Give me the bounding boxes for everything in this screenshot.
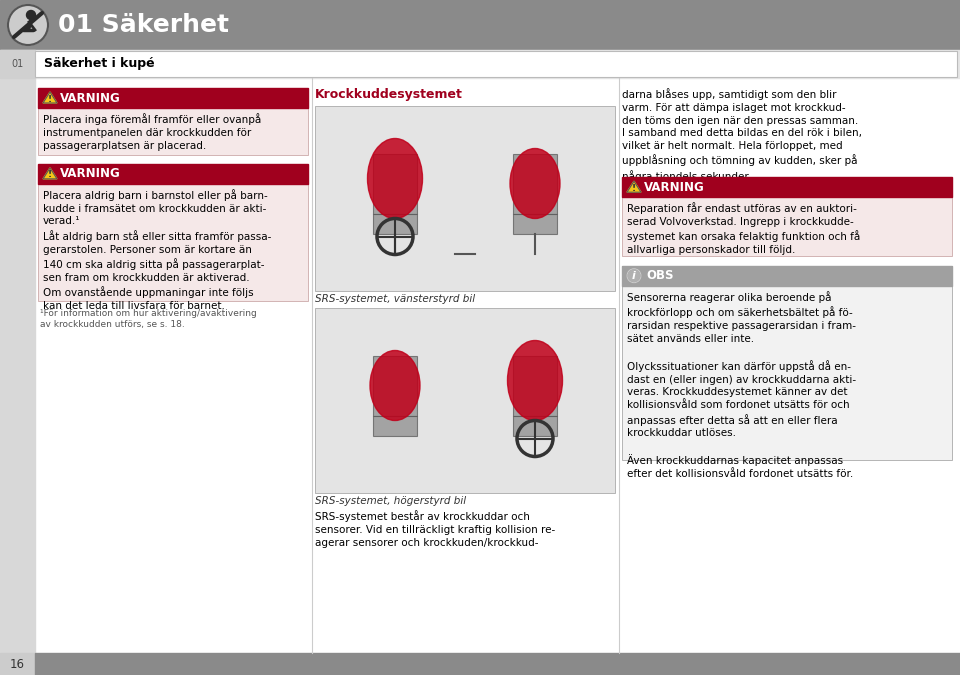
Bar xyxy=(0,0,960,50)
Ellipse shape xyxy=(368,138,422,219)
Bar xyxy=(38,164,308,184)
Text: OBS: OBS xyxy=(646,269,674,282)
Text: Placera aldrig barn i barnstol eller på barn-
kudde i framsätet om krockkudden ä: Placera aldrig barn i barnstol eller på … xyxy=(43,189,272,311)
Bar xyxy=(513,416,557,435)
Bar xyxy=(0,50,35,78)
Bar xyxy=(513,153,557,213)
Bar xyxy=(0,50,960,78)
Bar xyxy=(513,213,557,234)
Ellipse shape xyxy=(370,350,420,421)
Bar xyxy=(373,213,417,234)
Bar xyxy=(622,266,952,460)
Circle shape xyxy=(27,11,36,20)
Text: 16: 16 xyxy=(10,657,25,670)
Polygon shape xyxy=(43,92,57,103)
Text: i: i xyxy=(632,271,636,281)
Bar xyxy=(315,106,615,291)
Text: VARNING: VARNING xyxy=(644,181,705,194)
Circle shape xyxy=(627,269,641,283)
Bar xyxy=(0,653,35,675)
Ellipse shape xyxy=(508,340,563,421)
Text: 01 Säkerhet: 01 Säkerhet xyxy=(58,13,229,37)
Text: !: ! xyxy=(48,95,52,103)
Bar xyxy=(35,51,957,77)
Bar xyxy=(622,178,952,256)
Bar xyxy=(622,178,952,197)
Text: !: ! xyxy=(48,170,52,180)
Bar xyxy=(35,653,960,675)
Circle shape xyxy=(8,5,48,45)
Polygon shape xyxy=(627,181,641,192)
Polygon shape xyxy=(43,168,57,179)
Text: Reparation får endast utföras av en auktori-
serad Volvoverkstad. Ingrepp i kroc: Reparation får endast utföras av en aukt… xyxy=(627,202,860,255)
Bar xyxy=(373,356,417,416)
Text: ¹För information om hur aktivering/avaktivering
av krockkudden utförs, se s. 18.: ¹För information om hur aktivering/avakt… xyxy=(40,308,256,329)
Text: Sensorerna reagerar olika beroende på
krockförlopp och om säkerhetsbältet på fö-: Sensorerna reagerar olika beroende på kr… xyxy=(627,291,856,479)
Text: SRS-systemet, högerstyrd bil: SRS-systemet, högerstyrd bil xyxy=(315,496,467,506)
Text: Säkerhet i kupé: Säkerhet i kupé xyxy=(44,57,155,70)
Bar xyxy=(622,266,952,286)
Bar xyxy=(513,356,557,416)
Bar xyxy=(38,88,308,155)
Bar xyxy=(315,308,615,493)
Text: VARNING: VARNING xyxy=(60,92,121,105)
Text: 01: 01 xyxy=(12,59,24,69)
Text: Krockkuddesystemet: Krockkuddesystemet xyxy=(315,88,463,101)
Bar xyxy=(373,153,417,213)
Text: SRS-systemet består av krockkuddar och
sensorer. Vid en tillräckligt kraftig kol: SRS-systemet består av krockkuddar och s… xyxy=(315,510,555,547)
Text: !: ! xyxy=(632,184,636,192)
Bar xyxy=(373,416,417,435)
Bar xyxy=(38,88,308,108)
Bar xyxy=(38,164,308,300)
Text: darna blåses upp, samtidigt som den blir
varm. För att dämpa islaget mot krockku: darna blåses upp, samtidigt som den blir… xyxy=(622,88,862,182)
Text: VARNING: VARNING xyxy=(60,167,121,180)
Text: SRS-systemet, vänsterstyrd bil: SRS-systemet, vänsterstyrd bil xyxy=(315,294,475,304)
Text: Placera inga föremål framför eller ovanpå
instrumentpanelen där krockkudden för
: Placera inga föremål framför eller ovanp… xyxy=(43,113,261,151)
Bar xyxy=(0,78,35,653)
Ellipse shape xyxy=(510,148,560,219)
